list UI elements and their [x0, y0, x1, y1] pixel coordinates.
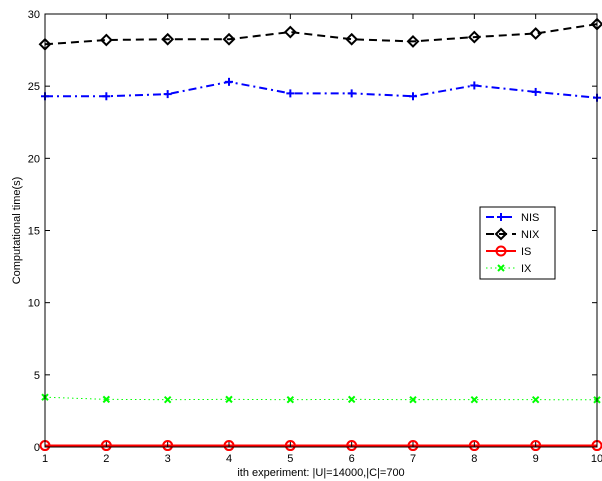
data-point-is [284, 440, 296, 452]
data-point-nis [347, 89, 356, 98]
x-tick-label: 6 [349, 453, 355, 465]
legend-label-is: IS [521, 246, 531, 258]
x-tick-label: 5 [287, 453, 293, 465]
series-line-nix [44, 23, 598, 46]
data-point-nix [161, 32, 175, 46]
data-point-nis [531, 87, 540, 96]
y-tick-label: 25 [28, 81, 40, 93]
legend-marker-is [495, 245, 507, 257]
data-point-ix [470, 395, 479, 404]
legend-box [479, 206, 556, 280]
y-tick-label: 15 [28, 226, 40, 238]
legend-label-nis: NIS [521, 212, 539, 224]
x-tick-label: 9 [533, 453, 539, 465]
data-point-nix [99, 33, 113, 47]
series-line-ix [44, 396, 598, 401]
data-point-is [407, 440, 419, 452]
y-tick-label: 30 [28, 9, 40, 21]
y-tick-label: 10 [28, 298, 40, 310]
data-point-nix [529, 27, 543, 40]
data-point-ix [531, 395, 540, 404]
data-point-nis [163, 90, 172, 99]
legend-label-nix: NIX [521, 229, 540, 241]
data-point-ix [225, 395, 233, 404]
x-tick-label: 7 [410, 453, 416, 465]
data-point-ix [286, 395, 295, 404]
data-point-nis [225, 77, 233, 86]
data-point-nix [222, 32, 236, 46]
y-tick-label: 20 [28, 153, 40, 165]
legend-label-ix: IX [521, 263, 532, 275]
x-tick-label: 2 [103, 453, 109, 465]
legend: NIS NIX IS IX [479, 206, 556, 280]
data-point-is [162, 440, 174, 452]
data-point-is [468, 440, 480, 452]
axes-layer: 1 2 3 4 5 6 7 8 9 10 0 5 10 15 20 25 30 [28, 9, 602, 465]
legend-marker-ix [497, 264, 505, 272]
data-point-is [530, 440, 542, 452]
data-point-nix [345, 32, 359, 46]
data-point-ix [347, 395, 356, 404]
data-point-nix [283, 25, 297, 39]
x-tick-label: 8 [471, 453, 477, 465]
data-point-nis [470, 81, 479, 90]
x-tick-label: 4 [226, 453, 232, 465]
y-tick-label: 0 [34, 442, 40, 454]
data-point-nix [467, 30, 481, 44]
data-point-nix [406, 35, 420, 48]
data-point-nis [409, 92, 417, 101]
data-point-is [100, 440, 112, 452]
data-point-nis [286, 89, 295, 98]
x-axis-label: ith experiment: |U|=14000,|C|=700 [237, 467, 404, 479]
data-point-ix [163, 395, 172, 404]
series-line-nis [45, 80, 598, 99]
y-tick-label: 5 [34, 370, 40, 382]
x-tick-label: 3 [165, 453, 171, 465]
data-point-ix [102, 395, 111, 404]
x-tick-label: 1 [42, 453, 48, 465]
legend-marker-nix [494, 227, 508, 241]
y-axis-label: Computational time(s) [11, 177, 23, 285]
x-tick-label: 10 [591, 453, 602, 465]
data-point-is [346, 440, 358, 452]
data-point-is [223, 440, 235, 452]
data-point-ix [409, 395, 417, 404]
legend-marker-nis [497, 213, 505, 221]
data-point-nis [102, 92, 111, 101]
